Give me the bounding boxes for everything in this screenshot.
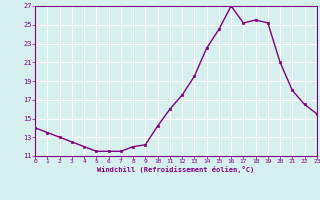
X-axis label: Windchill (Refroidissement éolien,°C): Windchill (Refroidissement éolien,°C) (97, 166, 255, 173)
